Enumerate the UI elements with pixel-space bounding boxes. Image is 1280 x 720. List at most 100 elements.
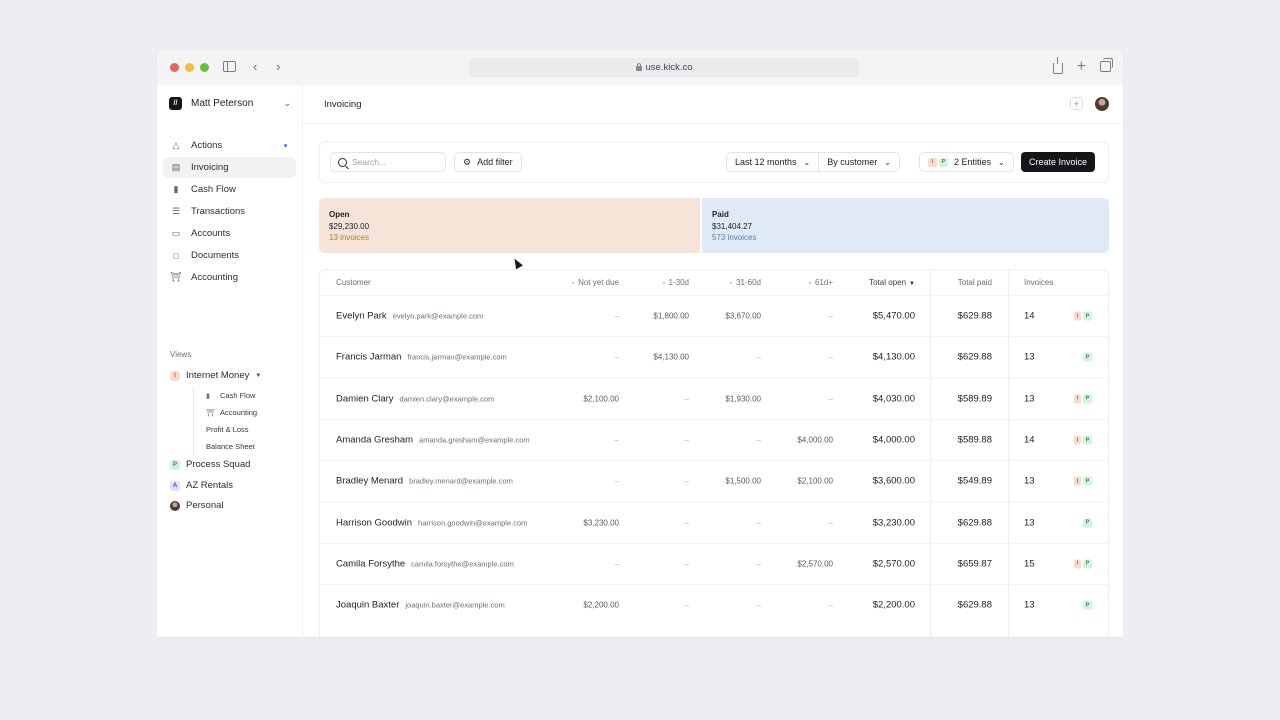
not-yet-due-cell: – (614, 476, 619, 486)
period-select[interactable]: Last 12 months ⌄ (727, 153, 818, 171)
sort-desc-icon: ▼ (909, 281, 915, 287)
create-invoice-button[interactable]: Create Invoice (1021, 152, 1096, 172)
61d-cell: – (828, 394, 833, 404)
bank-icon: ⛩ (206, 409, 215, 417)
subnav-cash-flow[interactable]: ▮ Cash Flow (206, 387, 257, 404)
sidebar-item-transactions[interactable]: ☰ Transactions (163, 201, 296, 222)
customer-cell[interactable]: Damien Clary damien.clary@example.com (336, 393, 494, 404)
page-header: Invoicing + (303, 85, 1123, 124)
customer-cell[interactable]: Joaquin Baxter joaquin.baxter@example.com (336, 600, 505, 611)
table-row[interactable]: Amanda Gresham amanda.gresham@example.com… (320, 418, 1108, 460)
customer-cell[interactable]: Evelyn Park evelyn.park@example.com (336, 311, 483, 322)
customer-cell[interactable]: Bradley Menard bradley.menard@example.com (336, 476, 513, 487)
table-row[interactable]: Camila Forsythe camila.forsythe@example.c… (320, 542, 1108, 584)
subnav-label: Accounting (220, 408, 258, 417)
table-row[interactable]: Joaquin Baxter joaquin.baxter@example.com… (320, 584, 1108, 625)
header-61d[interactable]: 61d+ (808, 278, 833, 287)
add-filter-button[interactable]: ⚙ Add filter (454, 152, 522, 172)
sidebar-item-actions[interactable]: △ Actions (163, 135, 296, 156)
31-60d-cell: – (756, 435, 761, 445)
open-summary-card[interactable]: Open $29,230.00 13 invoices (319, 198, 700, 253)
31-60d-cell: $3,670.00 (725, 311, 761, 321)
entities-select[interactable]: I P 2 Entities ⌄ (919, 152, 1014, 172)
sidebar-item-invoicing[interactable]: ▤ Invoicing (163, 157, 296, 178)
forward-icon[interactable]: › (276, 59, 281, 74)
header-invoices[interactable]: Invoices (1024, 278, 1054, 287)
table-row[interactable]: Evelyn Park evelyn.park@example.com – $1,80… (320, 295, 1108, 336)
new-tab-icon[interactable]: + (1076, 58, 1086, 75)
sidebar-item-cash-flow[interactable]: ▮ Cash Flow (163, 179, 296, 200)
caret-down-icon[interactable]: ▼ (255, 372, 262, 379)
invoices-cell: 14 (1024, 434, 1035, 446)
view-personal[interactable]: Personal (170, 500, 224, 511)
close-window-button[interactable] (170, 63, 179, 72)
share-icon[interactable] (1052, 57, 1063, 74)
button-label: Add filter (477, 157, 513, 167)
summary-count: 13 invoices (329, 233, 370, 242)
subnav-accounting[interactable]: ⛩ Accounting (206, 404, 257, 421)
paid-summary-card[interactable]: Paid $31,404.27 573 invoices (702, 198, 1109, 253)
search-box[interactable] (330, 152, 446, 172)
customer-cell[interactable]: Camila Forsythe camila.forsythe@example.c… (336, 558, 514, 569)
avatar[interactable] (1095, 97, 1109, 111)
maximize-window-button[interactable] (200, 63, 209, 72)
view-process-squad[interactable]: P Process Squad (170, 459, 250, 470)
account-switcher[interactable]: // Matt Peterson ⌄ (169, 97, 291, 110)
61d-cell: – (828, 352, 833, 362)
header-total-open[interactable]: Total open ▼ (869, 278, 915, 287)
sidebar-item-label: Documents (191, 250, 240, 261)
table-row[interactable]: Francis Jarman francis.jarman@example.com… (320, 336, 1108, 377)
1-30d-cell: – (684, 435, 689, 445)
61d-cell: $2,570.00 (797, 559, 833, 569)
total-open-cell: $4,130.00 (872, 351, 915, 363)
sidebar-toggle-icon[interactable] (223, 61, 236, 72)
browser-window: ‹ › use.kick.co + // Matt Peterson ⌄ △ A… (157, 50, 1123, 637)
header-1-30d[interactable]: 1-30d (662, 278, 689, 287)
customer-name: Camila Forsythe (336, 558, 406, 570)
summary-count: 573 invoices (712, 233, 757, 242)
sidebar-item-accounts[interactable]: ▭ Accounts (163, 223, 296, 244)
add-icon[interactable]: + (1070, 97, 1083, 110)
sidebar-item-label: Accounting (191, 272, 239, 283)
view-internet-money[interactable]: I Internet Money ▼ (170, 370, 261, 381)
entity-badge: P (1083, 435, 1092, 445)
avatar (170, 500, 180, 511)
entities-label: 2 Entities (954, 157, 992, 167)
view-label: Process Squad (186, 459, 251, 470)
subnav-balance-sheet[interactable]: Balance Sheet (206, 438, 257, 455)
header-31-60d[interactable]: 31-60d (730, 278, 761, 287)
table-row[interactable]: Harrison Goodwin harrison.goodwin@example… (320, 501, 1108, 542)
entity-badge: P (1083, 476, 1092, 486)
customer-cell[interactable]: Francis Jarman francis.jarman@example.com (336, 352, 507, 363)
views-heading: Views (170, 350, 192, 359)
61d-cell: – (828, 600, 833, 610)
header-not-yet-due[interactable]: Not yet due (572, 278, 619, 287)
customer-cell[interactable]: Amanda Gresham amanda.gresham@example.com (336, 435, 530, 446)
table-row[interactable]: Damien Clary damien.clary@example.com $2,1… (320, 377, 1108, 419)
search-input[interactable] (352, 157, 432, 167)
group-by-select[interactable]: By customer ⌄ (818, 153, 899, 171)
entity-tags: P (1083, 518, 1092, 528)
1-30d-cell: – (684, 476, 689, 486)
view-label: Personal (186, 500, 224, 511)
header-total-paid[interactable]: Total paid (957, 278, 992, 287)
view-az-rentals[interactable]: A AZ Rentals (170, 480, 233, 491)
customer-cell[interactable]: Harrison Goodwin harrison.goodwin@example… (336, 517, 527, 528)
31-60d-cell: – (756, 518, 761, 528)
tab-overview-icon[interactable] (1100, 58, 1113, 72)
table-row[interactable]: Bradley Menard bradley.menard@example.com… (320, 460, 1108, 501)
61d-cell: $4,000.00 (797, 435, 833, 445)
sidebar-item-accounting[interactable]: ⛩ Accounting (163, 267, 296, 288)
customer-email: camila.forsythe@example.com (411, 559, 514, 569)
subnav-profit-loss[interactable]: Profit & Loss (206, 421, 257, 438)
address-bar[interactable]: use.kick.co (469, 58, 859, 77)
not-yet-due-cell: – (614, 559, 619, 569)
customer-name: Bradley Menard (336, 475, 404, 487)
header-customer[interactable]: Customer (336, 278, 371, 287)
back-icon[interactable]: ‹ (253, 59, 258, 74)
1-30d-cell: – (684, 518, 689, 528)
sidebar-item-documents[interactable]: □ Documents (163, 245, 296, 266)
summary-title: Paid (712, 210, 729, 219)
minimize-window-button[interactable] (185, 63, 194, 72)
